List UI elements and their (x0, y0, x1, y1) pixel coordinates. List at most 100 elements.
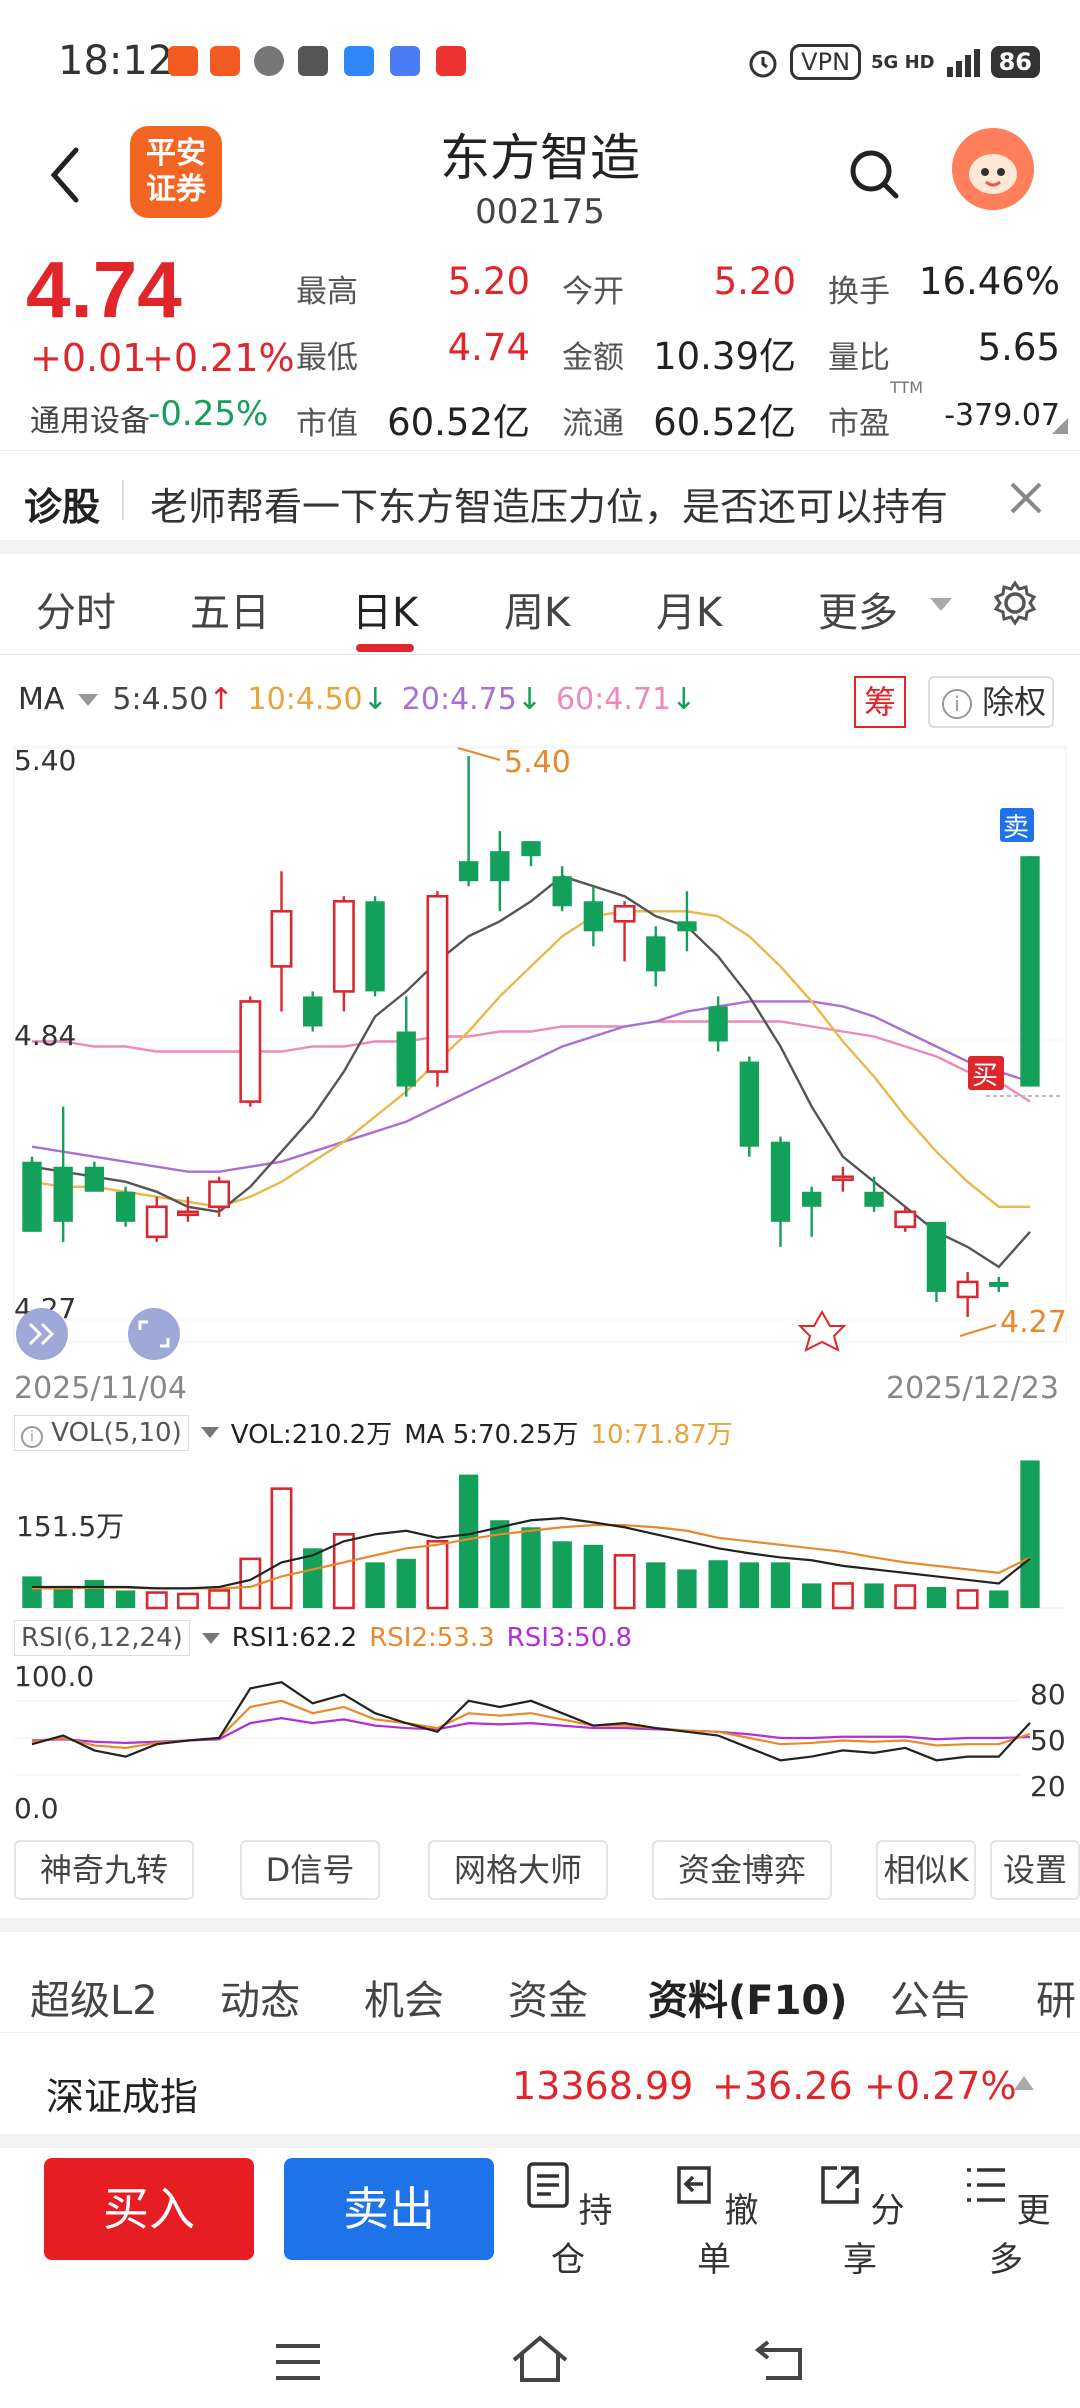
index-value: 13368.99 (512, 2064, 694, 2108)
diagnosis-bar[interactable] (0, 450, 1080, 546)
fullscreen-icon[interactable] (128, 1308, 180, 1360)
tab-announcements[interactable]: 公告 (890, 1978, 970, 2024)
diagnosis-title: 诊股 (24, 485, 101, 529)
tab-more[interactable]: 更多 (818, 590, 898, 636)
ma60-value: 60:4.71↓ (555, 682, 697, 717)
volume-legend[interactable]: i VOL(5,10) VOL:210.2万 MA 5:70.25万 10:71… (14, 1414, 733, 1451)
ma20-value: 20:4.75↓ (401, 682, 542, 717)
quote-label-volume-ratio: 量比 (828, 340, 890, 376)
notification-app-icon (168, 46, 198, 76)
tab-five-day[interactable]: 五日 (190, 590, 270, 636)
chips-distribution-button[interactable]: 筹 (854, 676, 906, 728)
high-marker-label: 5.40 (504, 745, 571, 780)
chevron-up-icon[interactable] (1014, 2076, 1034, 2090)
tab-news[interactable]: 动态 (220, 1978, 300, 2024)
volume-bar (458, 1474, 479, 1608)
ma10-value: 10:4.50↓ (247, 682, 388, 717)
rsi-level-20: 20 (1030, 1770, 1066, 1803)
tab-monthly-k[interactable]: 月K (656, 590, 723, 636)
indicator-button-capital-game[interactable]: 资金博弈 (652, 1840, 832, 1900)
candle-body (989, 1281, 1009, 1287)
close-icon[interactable] (1006, 478, 1046, 518)
sell-button[interactable]: 卖出 (284, 2158, 494, 2260)
ma-label: MA (18, 682, 65, 717)
notification-app-icon (436, 46, 466, 76)
volume-bar (490, 1520, 510, 1608)
volume-ma5-line (32, 1517, 1031, 1590)
candle-body (115, 1191, 136, 1222)
sector-name[interactable]: 通用设备 (30, 404, 150, 439)
indicator-settings-button[interactable]: 设置 (990, 1840, 1080, 1900)
rsi-indicator-selector[interactable]: RSI(6,12,24) (14, 1620, 190, 1656)
indicator-button-grid-master[interactable]: 网格大师 (428, 1840, 608, 1900)
tab-super-l2[interactable]: 超级L2 (30, 1978, 158, 2024)
candle-body (239, 1000, 262, 1103)
position-button[interactable]: 持仓 (518, 2160, 618, 2281)
candle-body (521, 841, 541, 857)
index-change-percent: +0.27% (864, 2064, 1017, 2108)
candle-body (613, 904, 636, 923)
gear-icon[interactable] (992, 580, 1038, 626)
volume-bar (22, 1576, 42, 1608)
volume-indicator-selector[interactable]: i VOL(5,10) (14, 1414, 189, 1451)
candle-body (708, 1006, 728, 1042)
tab-daily-k[interactable]: 日K (352, 590, 419, 636)
quote-label-pe: 市盈 (828, 406, 890, 442)
expand-corner-icon[interactable] (1052, 418, 1068, 434)
home-icon[interactable] (510, 2332, 570, 2386)
buy-signal-tag: 买 (972, 1061, 998, 1091)
share-button[interactable]: 分享 (810, 2160, 910, 2281)
buy-button[interactable]: 买入 (44, 2158, 254, 2260)
tab-capital-flow[interactable]: 资金 (508, 1978, 588, 2024)
kline-chart[interactable]: 5.40 4.84 4.27 5.40 4.27 2025/11/04 2025… (0, 740, 1080, 1840)
indicator-button-nine-turn[interactable]: 神奇九转 (14, 1840, 194, 1900)
ma20-line (31, 1000, 1031, 1173)
indicator-button-d-signal[interactable]: D信号 (240, 1840, 380, 1900)
volume-bar (332, 1532, 355, 1610)
search-icon[interactable] (846, 146, 902, 202)
assistant-avatar[interactable] (952, 128, 1034, 210)
back-nav-icon[interactable] (754, 2336, 806, 2384)
tab-weekly-k[interactable]: 周K (504, 590, 571, 636)
diagnosis-text[interactable]: 老师帮看一下东方智造压力位，是否还可以持有 (150, 485, 949, 529)
cancel-order-label: 撤单 (697, 2191, 759, 2280)
volume-bar (770, 1562, 791, 1608)
tab-f10-profile[interactable]: 资料(F10) (648, 1978, 848, 2024)
share-label: 分享 (843, 2191, 905, 2280)
cancel-order-button[interactable]: 撤单 (664, 2160, 764, 2281)
price-adjust-button[interactable]: i 除权 (928, 676, 1054, 728)
chevron-down-icon[interactable] (930, 598, 952, 611)
indicator-button-similar-k[interactable]: 相似K (876, 1840, 976, 1900)
rsi-level-50: 50 (1030, 1724, 1066, 1757)
vpn-indicator: VPN (790, 44, 862, 80)
volume-bar (926, 1586, 947, 1608)
quote-label-float-cap: 流通 (562, 406, 624, 442)
notification-app-icon (390, 46, 420, 76)
rsi-legend[interactable]: RSI(6,12,24) RSI1:62.2 RSI2:53.3 RSI3:50… (14, 1620, 632, 1656)
chevron-down-icon (78, 693, 99, 706)
candle-body (396, 1031, 416, 1087)
tab-intraday[interactable]: 分时 (36, 590, 116, 636)
back-button[interactable] (46, 140, 86, 210)
ma-legend[interactable]: MA 5:4.50↑ 10:4.50↓ 20:4.75↓ 60:4.71↓ (18, 682, 696, 717)
more-label: 更多 (989, 2191, 1051, 2280)
tab-opportunities[interactable]: 机会 (364, 1978, 444, 2024)
ma10-line (31, 910, 1030, 1209)
notification-app-icon (254, 46, 284, 76)
candle-body (365, 901, 385, 992)
index-name[interactable]: 深证成指 (46, 2075, 199, 2119)
tab-research[interactable]: 研 (1036, 1978, 1076, 2024)
section-gap (0, 1918, 1080, 1932)
event-star-icon[interactable] (797, 1309, 847, 1352)
volume-bar (239, 1557, 262, 1610)
quote-label-low: 最低 (296, 340, 358, 376)
quote-label-high: 最高 (296, 274, 358, 310)
rsi1-value: RSI1:62.2 (231, 1623, 358, 1653)
position-label: 持仓 (551, 2191, 613, 2280)
status-bar: 18:12 VPN 5G HD 86 (0, 0, 1080, 120)
candle-body (864, 1191, 884, 1207)
more-button[interactable]: 更多 (956, 2160, 1056, 2281)
menu-icon[interactable] (274, 2342, 322, 2382)
candle-body (303, 996, 323, 1027)
candle-body (1020, 856, 1040, 1087)
